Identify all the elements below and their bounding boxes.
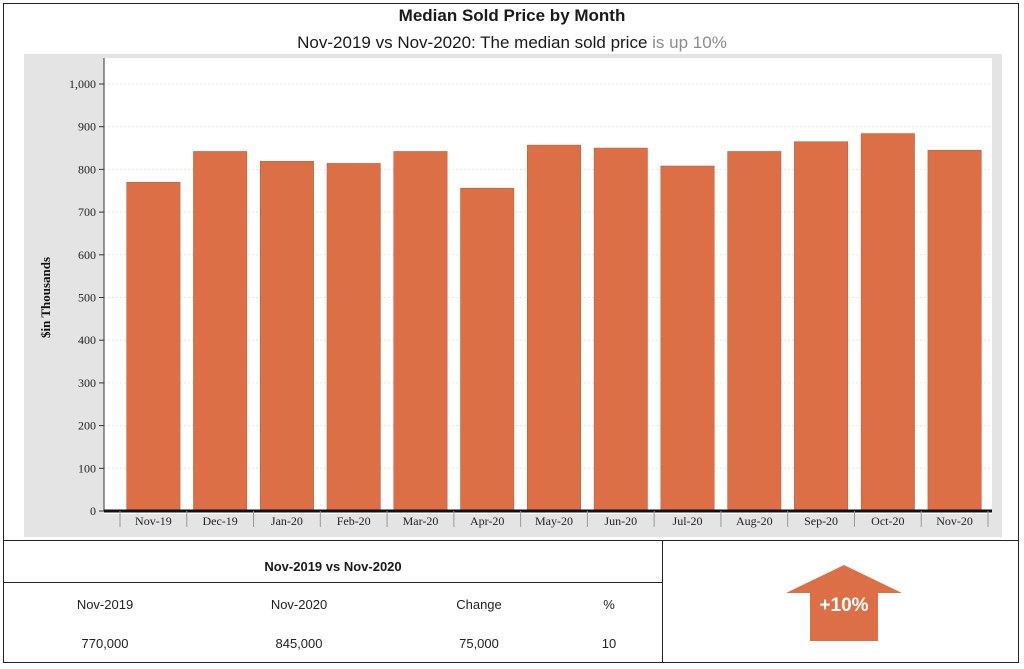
y-tick-label: 700 bbox=[78, 205, 96, 219]
change-badge-label: +10% bbox=[819, 595, 869, 616]
bar bbox=[593, 147, 648, 512]
x-tick-label: Apr-20 bbox=[470, 514, 504, 528]
x-tick-label: Jun-20 bbox=[604, 514, 637, 528]
y-tick-label: 1,000 bbox=[69, 77, 96, 91]
x-tick-label: Aug-20 bbox=[736, 514, 773, 528]
x-tick-label: Mar-20 bbox=[403, 514, 439, 528]
summary-value-nov-2019: 770,000 bbox=[81, 636, 129, 651]
bar bbox=[860, 133, 915, 512]
x-tick-label: Jan-20 bbox=[271, 514, 303, 528]
summary-header-nov-2019: Nov-2019 bbox=[76, 597, 134, 612]
x-tick-label: Dec-19 bbox=[202, 514, 237, 528]
y-tick-label: 300 bbox=[78, 376, 96, 390]
report-frame bbox=[3, 3, 1019, 663]
summary-header-percent: % bbox=[603, 597, 615, 612]
x-tick-label: Nov-20 bbox=[936, 514, 973, 528]
x-tick-label: Sep-20 bbox=[804, 514, 838, 528]
x-tick-label: Nov-19 bbox=[135, 514, 172, 528]
change-badge: +10% bbox=[784, 563, 904, 643]
up-arrow-icon bbox=[786, 565, 902, 641]
bar bbox=[927, 149, 982, 512]
summary-divider bbox=[3, 582, 663, 583]
y-tick-label: 200 bbox=[78, 419, 96, 433]
y-tick-label: 500 bbox=[78, 291, 96, 305]
summary-value-change: 75,000 bbox=[459, 636, 499, 651]
bar bbox=[259, 161, 314, 512]
chart-title: Median Sold Price by Month bbox=[398, 6, 626, 25]
bar bbox=[660, 165, 715, 512]
y-tick-label: 600 bbox=[78, 248, 96, 262]
x-tick-label: Oct-20 bbox=[871, 514, 904, 528]
summary-table: Nov-2019 vs Nov-2020 Nov-2019 Nov-2020 C… bbox=[3, 541, 663, 663]
bar bbox=[126, 181, 181, 512]
bar bbox=[794, 141, 849, 512]
y-axis-label: $in Thousands bbox=[38, 257, 53, 338]
y-tick-label: 0 bbox=[90, 504, 96, 518]
x-tick-label: Feb-20 bbox=[337, 514, 371, 528]
bar bbox=[193, 151, 248, 512]
section-divider bbox=[3, 540, 1019, 541]
summary-value-percent: 10 bbox=[601, 636, 617, 651]
x-tick-label: May-20 bbox=[535, 514, 573, 528]
summary-title: Nov-2019 vs Nov-2020 bbox=[264, 559, 402, 574]
y-tick-label: 400 bbox=[78, 333, 96, 347]
subtitle-main: Nov-2019 vs Nov-2020: The median sold pr… bbox=[297, 33, 648, 52]
y-tick-label: 900 bbox=[78, 120, 96, 134]
bar bbox=[727, 151, 782, 512]
summary-header-nov-2020: Nov-2020 bbox=[270, 597, 328, 612]
bar bbox=[326, 163, 381, 512]
bar bbox=[460, 187, 515, 512]
chart-subtitle: Nov-2019 vs Nov-2020: The median sold pr… bbox=[0, 33, 1024, 53]
y-tick-label: 100 bbox=[78, 461, 96, 475]
bar bbox=[527, 144, 581, 512]
y-tick-label: 800 bbox=[78, 162, 96, 176]
summary-header-change: Change bbox=[456, 597, 502, 612]
bar-chart: 0 100 200 300 400 500 600 700 800 900 1,000 $in Tho… bbox=[38, 58, 992, 528]
x-tick-label: Jul-20 bbox=[673, 514, 703, 528]
summary-value-nov-2020: 845,000 bbox=[275, 636, 323, 651]
bar bbox=[393, 151, 448, 512]
subtitle-trend: is up 10% bbox=[652, 33, 727, 52]
